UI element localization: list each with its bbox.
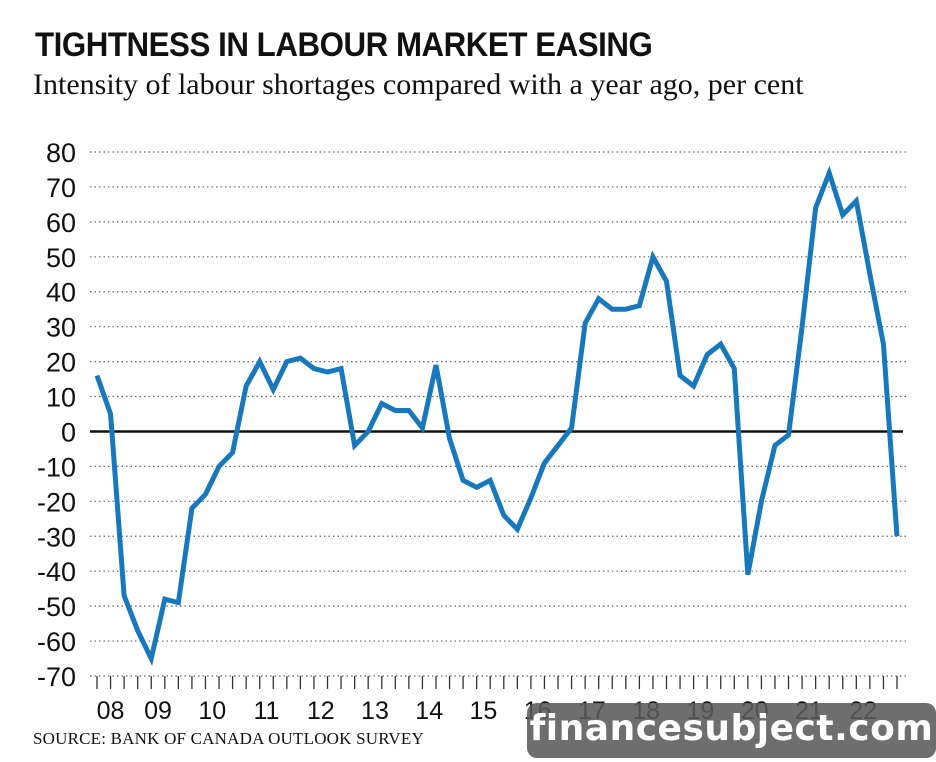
source-note: SOURCE: BANK OF CANADA OUTLOOK SURVEY — [33, 729, 424, 748]
data-point — [298, 356, 303, 361]
data-point — [827, 170, 832, 175]
data-point — [569, 425, 574, 430]
data-point — [406, 408, 411, 413]
y-tick-label: -50 — [37, 592, 76, 622]
y-tick-label: 0 — [61, 417, 76, 447]
data-point — [461, 478, 466, 483]
data-point — [759, 499, 764, 504]
x-tick-label: 09 — [144, 697, 172, 725]
data-point — [895, 534, 900, 539]
data-point — [705, 352, 710, 357]
y-tick-label: 60 — [46, 208, 76, 238]
data-point — [515, 527, 520, 532]
data-point — [420, 425, 425, 430]
data-point — [800, 324, 805, 329]
data-point — [718, 342, 723, 347]
gridlines — [90, 151, 908, 677]
x-tick-label: 13 — [361, 697, 389, 725]
data-point — [217, 464, 222, 469]
data-point — [433, 363, 438, 368]
x-tick-label: 14 — [415, 697, 443, 725]
data-point — [325, 370, 330, 375]
x-tick-label: 10 — [198, 697, 226, 725]
chart-subtitle: Intensity of labour shortages compared w… — [33, 68, 804, 101]
y-tick-label: 50 — [46, 243, 76, 273]
data-point — [271, 387, 276, 392]
data-point — [122, 593, 127, 598]
data-point — [135, 628, 140, 633]
data-point — [447, 436, 452, 441]
x-axis-ticks: 080910111213141516171819202122 — [96, 676, 898, 725]
data-point — [311, 366, 316, 371]
series-line-group — [94, 165, 900, 667]
data-point — [528, 495, 533, 500]
data-point — [840, 212, 845, 217]
watermark-text: financesubject.com — [529, 708, 934, 749]
data-point — [244, 384, 249, 389]
data-point — [691, 384, 696, 389]
x-tick-label: 11 — [254, 697, 280, 725]
data-point — [610, 307, 615, 312]
data-point — [556, 443, 561, 448]
y-tick-label: -10 — [37, 452, 76, 482]
y-tick-label: 40 — [46, 278, 76, 308]
data-point — [230, 450, 235, 455]
data-point — [501, 513, 506, 518]
data-point — [867, 272, 872, 277]
y-tick-label: 10 — [46, 383, 76, 413]
data-point — [786, 432, 791, 437]
data-point — [678, 373, 683, 378]
data-point — [881, 342, 886, 347]
data-point — [732, 366, 737, 371]
data-point — [542, 460, 547, 465]
data-point — [596, 296, 601, 301]
data-point — [664, 279, 669, 284]
data-point — [854, 198, 859, 203]
data-point — [162, 597, 167, 602]
y-tick-label: 70 — [46, 173, 76, 203]
y-axis-tick-labels: 80 70 60 50 40 30 20 10 0 -10 -20 -30 -40 -50 -60 -70 — [37, 138, 76, 692]
data-point — [474, 485, 479, 490]
y-tick-label: -60 — [37, 627, 76, 657]
data-point — [176, 600, 181, 605]
data-point — [379, 401, 384, 406]
data-point — [366, 429, 371, 434]
data-point — [772, 443, 777, 448]
data-point — [745, 572, 750, 577]
x-tick-label: 08 — [97, 697, 125, 725]
data-point — [339, 366, 344, 371]
x-tick-label: 12 — [307, 697, 335, 725]
data-point — [637, 303, 642, 308]
data-point — [583, 321, 588, 326]
y-tick-label: 20 — [46, 348, 76, 378]
data-point — [203, 492, 208, 497]
data-point — [257, 359, 262, 364]
data-point — [488, 478, 493, 483]
data-point — [352, 443, 357, 448]
y-tick-label: -30 — [37, 522, 76, 552]
y-tick-label: -70 — [37, 662, 76, 692]
series-line — [94, 165, 900, 667]
y-tick-label: -20 — [37, 487, 76, 517]
watermark-banner: financesubject.com — [527, 703, 936, 758]
x-tick-label: 15 — [470, 697, 498, 725]
data-point — [623, 307, 628, 312]
data-point — [813, 205, 818, 210]
y-tick-label: 80 — [46, 138, 76, 168]
data-point — [149, 656, 154, 661]
y-tick-label: 30 — [46, 313, 76, 343]
data-point — [650, 254, 655, 259]
data-point — [108, 412, 113, 417]
data-point — [189, 506, 194, 511]
data-point — [393, 408, 398, 413]
y-tick-label: -40 — [37, 557, 76, 587]
data-point — [95, 373, 100, 378]
chart-title: TIGHTNESS IN LABOUR MARKET EASING — [35, 26, 653, 64]
data-point — [284, 359, 289, 364]
